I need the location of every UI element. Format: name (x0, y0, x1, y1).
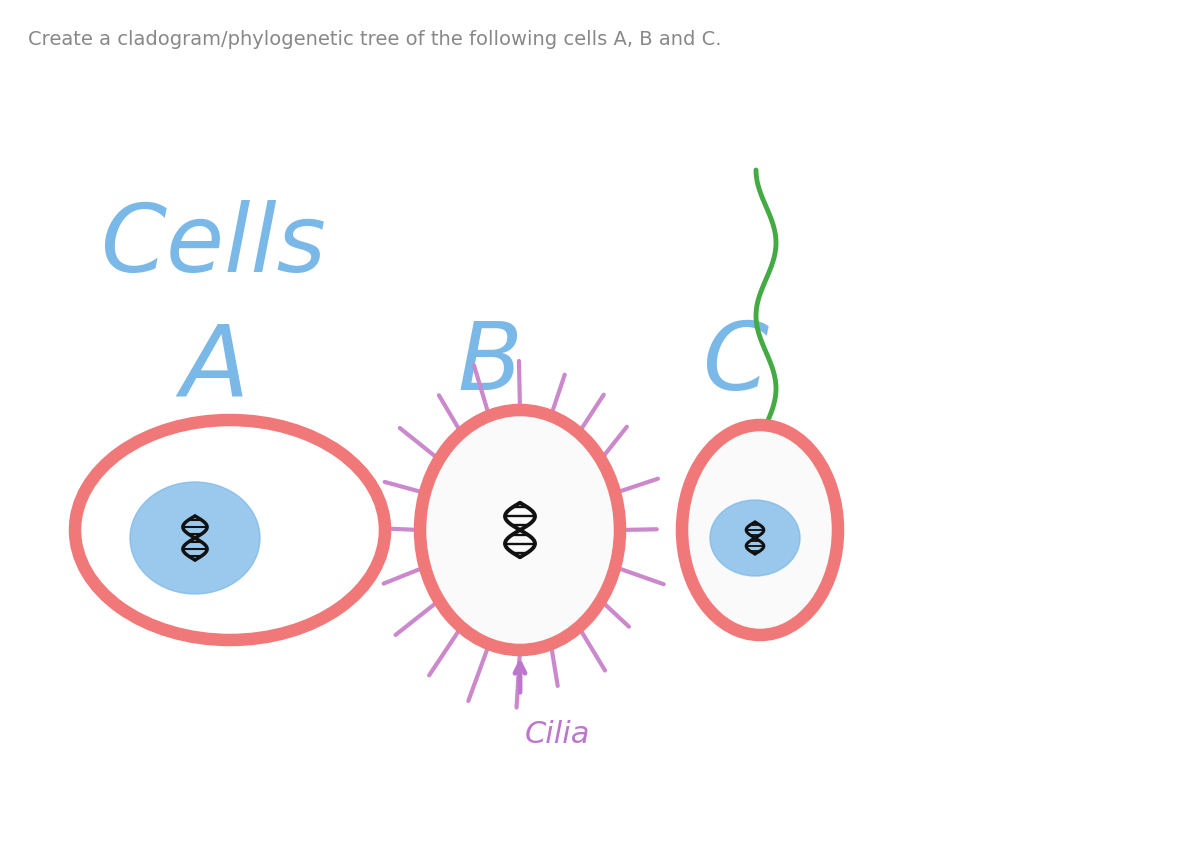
Ellipse shape (682, 425, 838, 635)
Ellipse shape (710, 500, 800, 576)
Ellipse shape (420, 410, 620, 650)
Text: A: A (181, 320, 250, 417)
Text: Cells: Cells (100, 200, 326, 291)
Text: Create a cladogram/phylogenetic tree of the following cells A, B and C.: Create a cladogram/phylogenetic tree of … (28, 30, 721, 49)
Ellipse shape (130, 482, 260, 594)
Text: Cilia: Cilia (526, 720, 590, 749)
Text: B: B (457, 318, 522, 409)
Text: C: C (702, 318, 768, 409)
